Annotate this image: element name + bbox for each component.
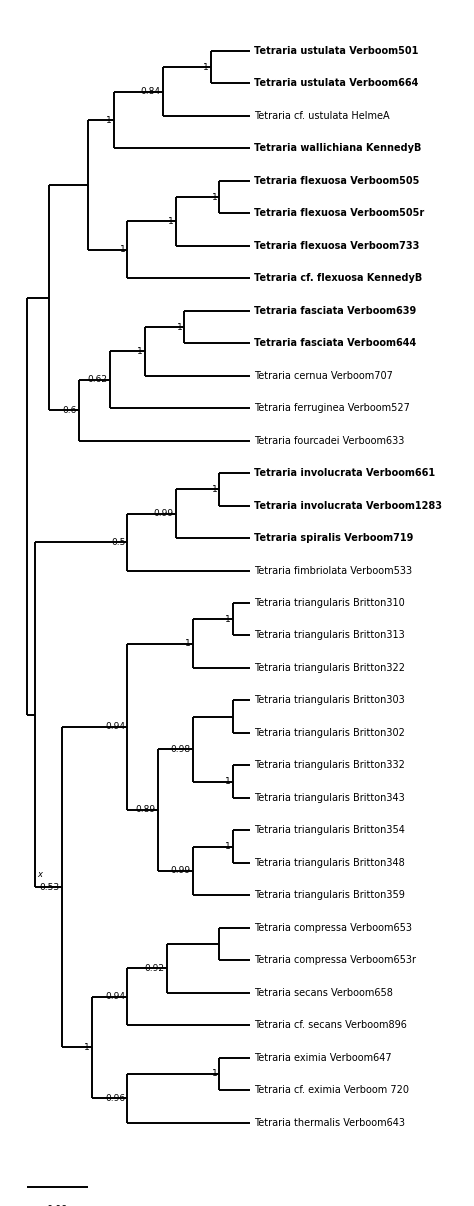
- Text: Tetraria cf. ustulata HelmeA: Tetraria cf. ustulata HelmeA: [254, 111, 389, 121]
- Text: 0.99: 0.99: [153, 509, 173, 519]
- Text: 0.6: 0.6: [63, 405, 77, 415]
- Text: Tetraria involucrata Verboom1283: Tetraria involucrata Verboom1283: [254, 500, 442, 510]
- Text: 1: 1: [176, 322, 182, 332]
- Text: 1: 1: [225, 777, 230, 786]
- Text: 1: 1: [225, 842, 230, 851]
- Text: Tetraria involucrata Verboom661: Tetraria involucrata Verboom661: [254, 468, 435, 478]
- Text: Tetraria triangularis Britton322: Tetraria triangularis Britton322: [254, 663, 405, 673]
- Text: Tetraria cernua Verboom707: Tetraria cernua Verboom707: [254, 370, 392, 381]
- Text: Tetraria triangularis Britton354: Tetraria triangularis Britton354: [254, 825, 404, 836]
- Text: 0.62: 0.62: [88, 375, 108, 385]
- Text: Tetraria ustulata Verboom501: Tetraria ustulata Verboom501: [254, 46, 418, 55]
- Text: Tetraria wallichiana KennedyB: Tetraria wallichiana KennedyB: [254, 144, 421, 153]
- Text: Tetraria triangularis Britton348: Tetraria triangularis Britton348: [254, 857, 404, 868]
- Text: Tetraria fasciata Verboom639: Tetraria fasciata Verboom639: [254, 306, 416, 316]
- Text: Tetraria triangularis Britton310: Tetraria triangularis Britton310: [254, 598, 404, 608]
- Text: 1: 1: [211, 485, 217, 494]
- Text: Tetraria eximia Verboom647: Tetraria eximia Verboom647: [254, 1053, 391, 1062]
- Text: Tetraria triangularis Britton332: Tetraria triangularis Britton332: [254, 760, 404, 771]
- Text: Tetraria cf. eximia Verboom 720: Tetraria cf. eximia Verboom 720: [254, 1085, 409, 1095]
- Text: 1: 1: [137, 347, 143, 356]
- Text: Tetraria spiralis Verboom719: Tetraria spiralis Verboom719: [254, 533, 413, 543]
- Text: 1: 1: [84, 1043, 90, 1052]
- Text: 0.98: 0.98: [171, 744, 191, 754]
- Text: Tetraria flexuosa Verboom733: Tetraria flexuosa Verboom733: [254, 241, 419, 251]
- Text: Tetraria flexuosa Verboom505r: Tetraria flexuosa Verboom505r: [254, 209, 424, 218]
- Text: Tetraria triangularis Britton359: Tetraria triangularis Britton359: [254, 890, 404, 900]
- Text: Tetraria triangularis Britton302: Tetraria triangularis Britton302: [254, 728, 404, 738]
- Text: x: x: [37, 870, 42, 879]
- Text: Tetraria triangularis Britton343: Tetraria triangularis Britton343: [254, 792, 404, 803]
- Text: Tetraria secans Verboom658: Tetraria secans Verboom658: [254, 988, 392, 997]
- Text: 0.99: 0.99: [171, 866, 191, 876]
- Text: 1: 1: [168, 217, 173, 226]
- Text: 1: 1: [119, 245, 125, 254]
- Text: 1: 1: [225, 615, 230, 624]
- Text: Tetraria fourcadei Verboom633: Tetraria fourcadei Verboom633: [254, 435, 404, 446]
- Text: Tetraria ustulata Verboom664: Tetraria ustulata Verboom664: [254, 78, 418, 88]
- Text: 0.92: 0.92: [145, 964, 164, 973]
- Text: Tetraria compressa Verboom653r: Tetraria compressa Verboom653r: [254, 955, 416, 965]
- Text: 0.96: 0.96: [105, 1094, 125, 1102]
- Text: 0.89: 0.89: [136, 806, 156, 814]
- Text: 1: 1: [203, 63, 209, 72]
- Text: 0.94: 0.94: [105, 993, 125, 1001]
- Text: Tetraria flexuosa Verboom505: Tetraria flexuosa Verboom505: [254, 176, 419, 186]
- Text: Tetraria ferruginea Verboom527: Tetraria ferruginea Verboom527: [254, 403, 410, 414]
- Text: Tetraria fasciata Verboom644: Tetraria fasciata Verboom644: [254, 338, 416, 349]
- Text: 0.5: 0.5: [111, 538, 125, 546]
- Text: 1: 1: [211, 193, 217, 201]
- Text: Tetraria thermalis Verboom643: Tetraria thermalis Verboom643: [254, 1118, 405, 1128]
- Text: Tetraria compressa Verboom653: Tetraria compressa Verboom653: [254, 923, 411, 932]
- Text: 0.84: 0.84: [140, 87, 160, 96]
- Text: Tetraria cf. secans Verboom896: Tetraria cf. secans Verboom896: [254, 1020, 407, 1030]
- Text: 1: 1: [211, 1070, 217, 1078]
- Text: Tetraria fimbriolata Verboom533: Tetraria fimbriolata Verboom533: [254, 566, 412, 575]
- Text: 1: 1: [106, 116, 112, 124]
- Text: Tetraria triangularis Britton313: Tetraria triangularis Britton313: [254, 631, 404, 640]
- Text: 0.94: 0.94: [105, 722, 125, 731]
- Text: Tetraria triangularis Britton303: Tetraria triangularis Britton303: [254, 696, 404, 706]
- Text: 0.53: 0.53: [39, 883, 60, 891]
- Text: 1: 1: [185, 639, 191, 648]
- Text: Tetraria cf. flexuosa KennedyB: Tetraria cf. flexuosa KennedyB: [254, 274, 422, 283]
